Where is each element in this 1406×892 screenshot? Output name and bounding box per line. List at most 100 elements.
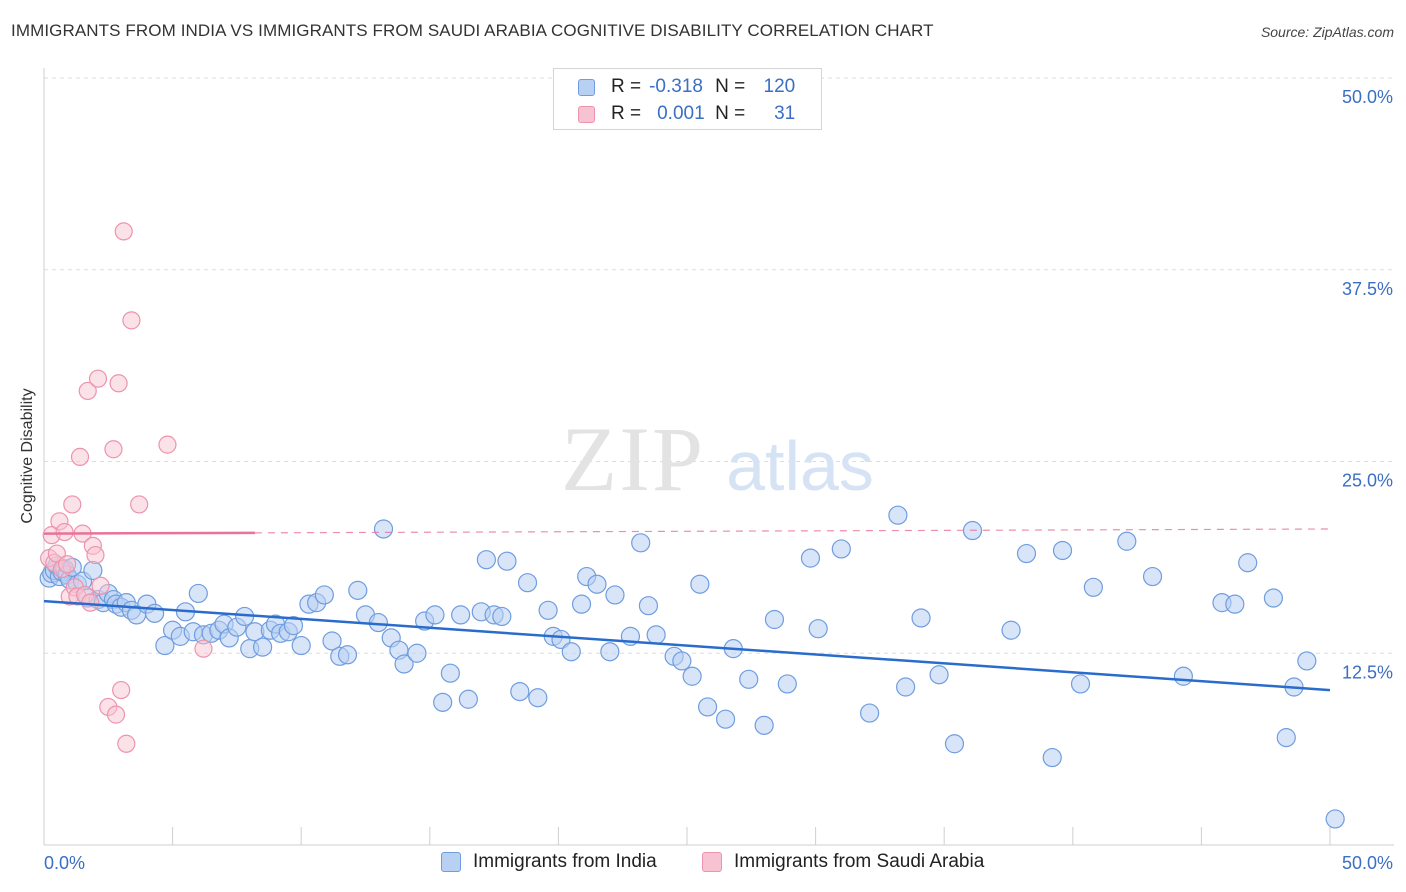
india-point xyxy=(492,606,512,627)
india-point xyxy=(433,692,453,712)
y-tick-labels: 12.5% 25.0% 37.5% 50.0% xyxy=(1342,87,1393,682)
india-point xyxy=(605,585,625,605)
india-point xyxy=(754,715,774,735)
legend-swatch-india xyxy=(578,78,595,96)
saudi-point xyxy=(86,545,105,565)
india-point xyxy=(1325,809,1345,829)
india-point xyxy=(407,643,427,663)
trend-lines xyxy=(43,528,1331,692)
series-legend-india[interactable]: Immigrants from India xyxy=(441,851,657,873)
india-point xyxy=(373,519,394,539)
legend-r-value-india: -0.318 xyxy=(649,76,703,97)
saudi-point xyxy=(194,639,213,658)
india-point xyxy=(764,609,785,630)
india-point xyxy=(497,551,517,571)
india-point xyxy=(314,585,334,605)
india-trend-line xyxy=(43,599,1331,692)
india-point xyxy=(1173,666,1193,686)
saudi-point xyxy=(78,381,97,401)
india-point xyxy=(587,574,607,594)
india-point xyxy=(476,550,496,570)
india-point xyxy=(551,629,571,650)
india-point xyxy=(929,665,949,685)
india-point xyxy=(1297,651,1317,671)
india-point xyxy=(831,539,851,559)
y-tick-label: 50.0% xyxy=(1342,87,1393,107)
legend-row-saudi: R = 0.001 N = 31 xyxy=(578,101,795,127)
saudi-point xyxy=(106,705,126,724)
india-point xyxy=(1016,543,1037,564)
x-tick-label-min: 0.0% xyxy=(44,853,85,873)
legend-n-value-india: 120 xyxy=(763,76,796,97)
saudi-point xyxy=(117,734,136,753)
watermark: ZIP atlas xyxy=(561,408,874,510)
series-label-saudi: Immigrants from Saudi Arabia xyxy=(734,851,985,872)
india-point xyxy=(337,645,358,665)
india-point xyxy=(155,635,175,656)
y-tick-label: 25.0% xyxy=(1342,471,1393,491)
saudi-point xyxy=(88,369,108,388)
y-tick-label: 37.5% xyxy=(1342,279,1393,299)
india-point xyxy=(697,697,718,717)
india-point xyxy=(777,674,797,694)
series-legend-saudi[interactable]: Immigrants from Saudi Arabia xyxy=(702,851,984,873)
india-points xyxy=(39,505,1345,829)
india-point xyxy=(646,625,666,645)
india-point xyxy=(458,689,478,709)
x-tick-label-max: 50.0% xyxy=(1342,853,1393,873)
india-point xyxy=(394,654,414,674)
watermark-zip: ZIP xyxy=(561,408,705,510)
india-point xyxy=(638,596,659,616)
saudi-point xyxy=(104,440,123,459)
india-point xyxy=(800,548,821,568)
india-point xyxy=(283,616,304,636)
india-point xyxy=(690,574,710,594)
india-point xyxy=(631,533,651,553)
saudi-point xyxy=(58,555,77,574)
india-point xyxy=(888,505,908,525)
chart-title: IMMIGRANTS FROM INDIA VS IMMIGRANTS FROM… xyxy=(11,21,934,40)
axes xyxy=(43,68,1394,846)
india-point xyxy=(561,642,581,662)
india-point xyxy=(348,580,368,600)
india-point xyxy=(1117,531,1137,551)
india-point xyxy=(944,734,965,754)
legend-n-label: N = xyxy=(715,103,746,124)
saudi-point xyxy=(55,522,74,542)
india-point xyxy=(510,681,530,702)
india-point xyxy=(253,637,273,657)
india-point xyxy=(83,560,103,581)
india-point xyxy=(1052,540,1073,561)
india-point xyxy=(440,663,460,683)
saudi-point xyxy=(109,374,128,393)
saudi-point xyxy=(70,447,90,466)
saudi-point xyxy=(130,495,149,514)
india-point xyxy=(1001,620,1021,640)
india-point xyxy=(715,709,736,729)
saudi-point xyxy=(158,435,177,454)
legend-r-value-saudi: 0.001 xyxy=(657,103,705,124)
saudi-trend-line-dashed xyxy=(254,528,1331,534)
india-point xyxy=(1225,594,1245,614)
saudi-point xyxy=(63,495,82,514)
india-point xyxy=(188,583,208,604)
india-point xyxy=(451,605,471,625)
india-point xyxy=(322,631,342,651)
india-point xyxy=(425,605,445,625)
saudi-point xyxy=(112,680,131,700)
india-point xyxy=(682,666,702,686)
india-point xyxy=(808,619,828,639)
india-point xyxy=(896,677,916,697)
india-point xyxy=(528,688,548,708)
legend-r-label: R = xyxy=(611,76,642,97)
legend-n-value-saudi: 31 xyxy=(774,103,796,124)
india-point xyxy=(911,608,931,628)
india-point xyxy=(291,635,311,656)
india-point xyxy=(1070,674,1091,694)
saudi-point xyxy=(122,311,141,330)
chart-source: Source: ZipAtlas.com xyxy=(1260,24,1394,40)
india-point xyxy=(571,594,592,614)
series-swatch-india xyxy=(441,852,461,872)
saudi-point xyxy=(81,593,100,612)
